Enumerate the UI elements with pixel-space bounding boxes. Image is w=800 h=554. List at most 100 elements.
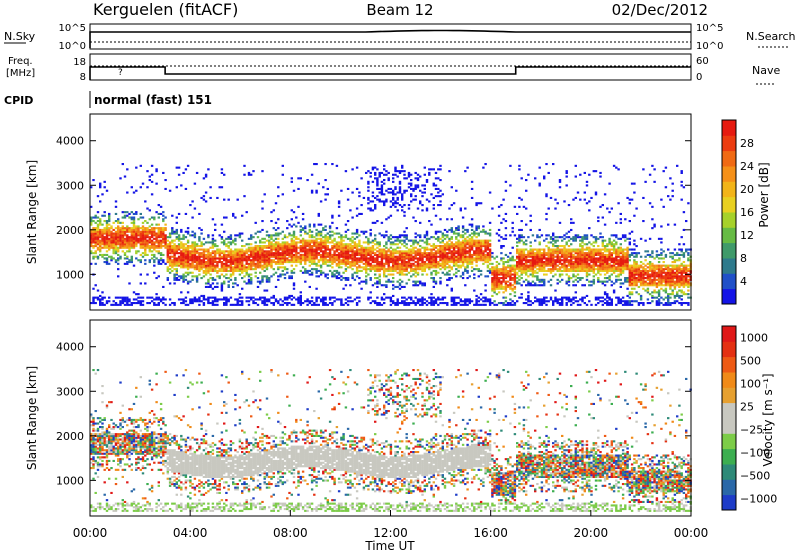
heatmap-cell xyxy=(349,257,352,260)
heatmap-cell xyxy=(148,296,151,299)
heatmap-cell xyxy=(103,211,106,214)
heatmap-cell xyxy=(570,243,573,246)
heatmap-cell xyxy=(195,248,199,251)
heatmap-cell xyxy=(525,278,528,281)
heatmap-cell xyxy=(250,278,253,281)
heatmap-cell xyxy=(337,255,341,258)
heatmap-cell xyxy=(360,255,363,258)
heatmap-cell xyxy=(114,302,118,305)
heatmap-cell xyxy=(543,248,546,251)
heatmap-cell xyxy=(522,302,526,305)
heatmap-cell xyxy=(376,255,379,258)
heatmap-cell xyxy=(367,202,370,205)
heatmap-cell xyxy=(315,262,318,265)
heatmap-cell xyxy=(126,191,129,194)
heatmap-cell xyxy=(455,245,458,248)
heatmap-cell xyxy=(538,257,541,260)
heatmap-cell xyxy=(398,171,402,174)
heatmap-cell xyxy=(545,193,548,196)
heatmap-cell xyxy=(392,269,395,272)
heatmap-cell xyxy=(414,187,417,190)
heatmap-cell xyxy=(491,269,494,272)
heatmap-cell xyxy=(110,227,113,230)
heatmap-cell xyxy=(335,271,339,274)
heatmap-cell xyxy=(554,198,557,201)
heatmap-cell xyxy=(295,246,298,249)
heatmap-cell xyxy=(482,300,485,303)
heatmap-cell xyxy=(457,241,460,244)
heatmap-cell xyxy=(428,171,431,174)
heatmap-cell xyxy=(380,253,384,256)
heatmap-cell xyxy=(378,241,381,244)
heatmap-cell xyxy=(545,212,548,215)
heatmap-cell xyxy=(419,252,422,255)
heatmap-cell xyxy=(135,212,138,215)
heatmap-cell xyxy=(495,273,499,276)
heatmap-cell xyxy=(225,266,228,269)
heatmap-cell xyxy=(570,228,573,231)
heatmap-cell xyxy=(416,253,420,256)
heatmap-cell xyxy=(326,277,329,280)
heatmap-cell xyxy=(105,302,109,305)
heatmap-cell xyxy=(211,241,215,244)
heatmap-cell xyxy=(304,262,307,265)
heatmap-cell xyxy=(497,278,501,281)
heatmap-cell xyxy=(570,259,573,262)
heatmap-cell xyxy=(241,266,244,269)
heatmap-cell xyxy=(358,282,361,285)
heatmap-cell xyxy=(392,180,395,183)
heatmap-cell xyxy=(421,209,424,212)
heatmap-cell xyxy=(446,259,449,262)
heatmap-cell xyxy=(317,234,320,237)
heatmap-cell xyxy=(315,163,318,166)
heatmap-cell xyxy=(96,220,100,223)
heatmap-cell xyxy=(443,259,447,262)
heatmap-cell xyxy=(506,269,510,272)
heatmap-cell xyxy=(574,266,577,269)
heatmap-cell xyxy=(565,255,568,258)
heatmap-cell xyxy=(283,268,287,271)
heatmap-cell xyxy=(331,241,334,244)
heatmap-cell xyxy=(155,298,158,301)
heatmap-cell xyxy=(227,245,230,248)
heatmap-cell xyxy=(105,253,109,256)
heatmap-cell xyxy=(398,264,402,267)
heatmap-cell xyxy=(295,264,298,267)
heatmap-cell xyxy=(367,261,370,264)
heatmap-cell xyxy=(245,252,248,255)
heatmap-cell xyxy=(162,232,165,235)
heatmap-cell xyxy=(403,264,406,267)
heatmap-cell xyxy=(101,296,104,299)
heatmap-cell xyxy=(479,298,483,301)
heatmap-cell xyxy=(516,271,519,274)
heatmap-cell xyxy=(254,246,257,249)
heatmap-cell xyxy=(252,262,255,265)
heatmap-cell xyxy=(173,277,176,280)
heatmap-cell xyxy=(355,252,359,255)
heatmap-cell xyxy=(182,302,185,305)
heatmap-cell xyxy=(439,253,442,256)
heatmap-cell xyxy=(425,273,429,276)
heatmap-cell xyxy=(538,278,541,281)
heatmap-cell xyxy=(488,239,492,242)
heatmap-cell xyxy=(396,264,399,267)
heatmap-cell xyxy=(516,252,519,255)
heatmap-cell xyxy=(191,278,194,281)
heatmap-cell xyxy=(443,255,447,258)
heatmap-cell xyxy=(277,266,280,269)
heatmap-cell xyxy=(414,241,417,244)
heatmap-cell xyxy=(351,241,354,244)
heatmap-cell xyxy=(522,264,526,267)
heatmap-cell xyxy=(103,257,106,260)
heatmap-cell xyxy=(452,246,456,249)
heatmap-cell xyxy=(168,255,172,258)
heatmap-cell xyxy=(380,186,384,189)
heatmap-cell xyxy=(355,243,359,246)
heatmap-cell xyxy=(346,255,350,258)
heatmap-cell xyxy=(403,204,406,207)
heatmap-cell xyxy=(295,255,298,258)
heatmap-cell xyxy=(450,259,453,262)
heatmap-cell xyxy=(554,289,557,292)
heatmap-cell xyxy=(324,239,327,242)
heatmap-cell xyxy=(182,264,185,267)
